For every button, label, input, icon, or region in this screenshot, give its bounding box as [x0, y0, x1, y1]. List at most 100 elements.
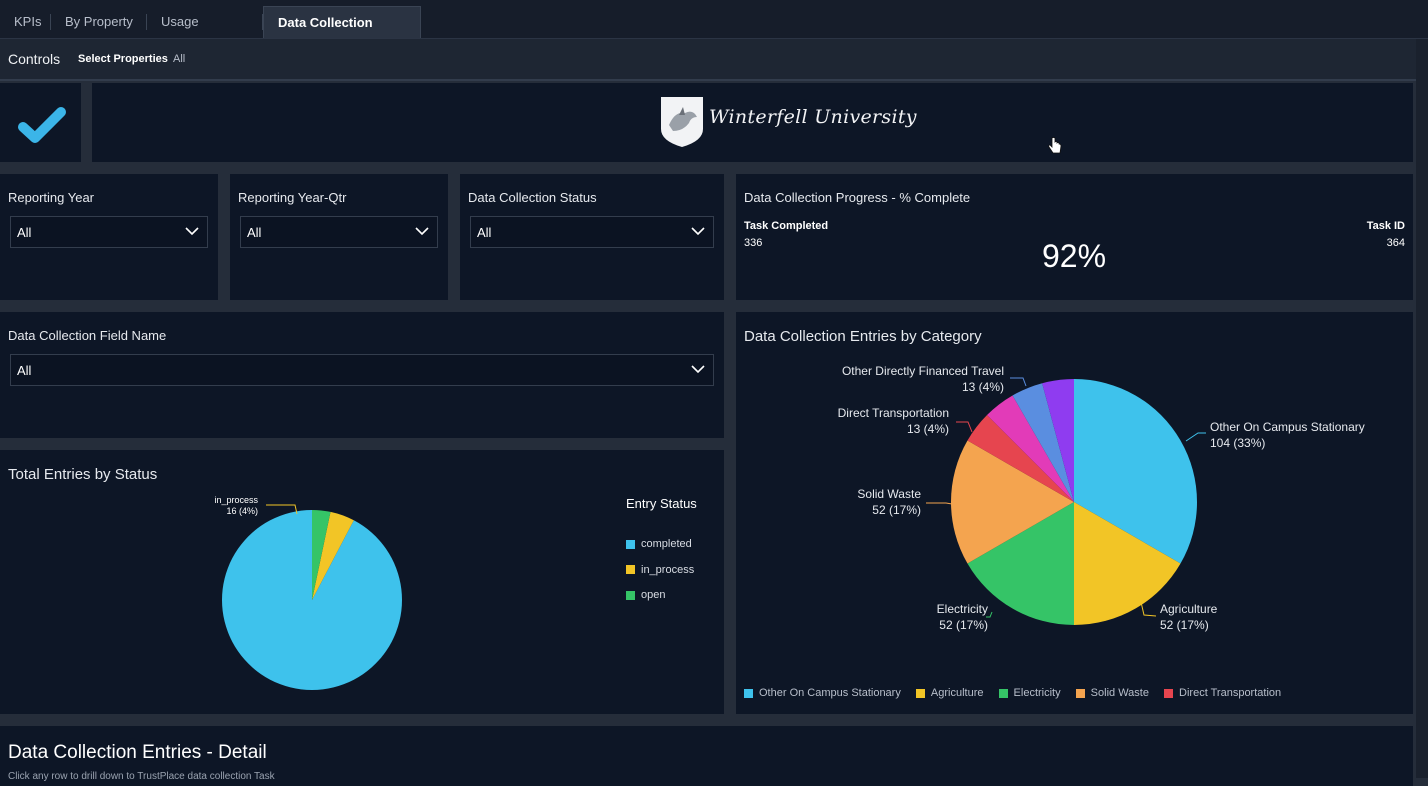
chevron-down-icon — [415, 227, 429, 236]
label-value: 52 (17%) — [939, 618, 988, 632]
label-name: Solid Waste — [857, 487, 921, 501]
category-slice-slice-5[interactable] — [987, 395, 1074, 502]
category-slice-other-on-campus-stationary[interactable] — [1074, 379, 1197, 564]
university-shield-logo — [661, 97, 703, 147]
dt-label: Direct Transportation 13 (4%) — [838, 405, 949, 437]
legend-item-solid-waste[interactable]: Solid Waste — [1075, 687, 1149, 699]
ocs-leader-line — [1185, 432, 1206, 442]
tab-kpis[interactable]: KPIs — [0, 6, 51, 38]
controls-bar: Controls Select Properties All — [0, 39, 1428, 81]
category-legend: Other On Campus Stationary Agriculture E… — [744, 687, 1281, 699]
select-value: All — [477, 225, 492, 240]
controls-title: Controls — [8, 51, 61, 67]
task-completed-value: 336 — [744, 237, 763, 249]
legend-label: Electricity — [1013, 687, 1061, 699]
select-value: All — [17, 363, 32, 378]
category-slice-direct-transportation[interactable] — [967, 415, 1074, 502]
category-chart-title: Data Collection Entries by Category — [744, 328, 982, 345]
status-slice-open[interactable] — [312, 510, 331, 600]
detail-title: Data Collection Entries - Detail — [8, 742, 267, 763]
field-name-panel: Data Collection Field Name All — [0, 312, 724, 438]
logo-panel: Winterfell University — [92, 83, 1413, 162]
tab-by-property[interactable]: By Property — [51, 6, 147, 38]
odft-label: Other Directly Financed Travel 13 (4%) — [842, 363, 1004, 395]
sw-label: Solid Waste 52 (17%) — [857, 486, 921, 518]
checkmark-icon — [18, 107, 66, 143]
select-properties-value[interactable]: All — [173, 53, 186, 65]
label-value: 13 (4%) — [906, 422, 949, 436]
tab-data-collection-entries[interactable]: Data Collection Entries — [263, 6, 421, 62]
reporting-year-label: Reporting Year — [8, 190, 95, 205]
legend-swatch — [998, 688, 1008, 698]
task-completed-label: Task Completed — [744, 220, 829, 232]
label-name: Electricity — [936, 602, 988, 616]
reporting-year-select[interactable]: All — [10, 216, 208, 248]
legend-label: Other On Campus Stationary — [759, 687, 901, 699]
label-value: 52 (17%) — [1160, 618, 1209, 632]
vertical-scrollbar[interactable] — [1416, 39, 1428, 778]
legend-swatch — [744, 688, 753, 698]
legend-item-direct-transportation[interactable]: Direct Transportation — [1164, 687, 1281, 699]
legend-item-agriculture[interactable]: Agriculture — [915, 687, 984, 699]
odft-leader-line — [1010, 377, 1027, 387]
ag-leader-line — [1140, 601, 1157, 617]
status-chart-panel: Total Entries by Status in_process 16 (4… — [0, 450, 724, 714]
reporting-year-qtr-panel: Reporting Year-Qtr All — [230, 174, 448, 300]
category-slice-slice-7[interactable] — [1042, 379, 1074, 502]
ag-label: Agriculture 52 (17%) — [1160, 601, 1217, 633]
status-chart-title: Total Entries by Status — [8, 466, 158, 483]
tab-label: KPIs — [14, 14, 42, 29]
chevron-down-icon — [185, 227, 199, 236]
select-value: All — [247, 225, 262, 240]
reporting-year-qtr-label: Reporting Year-Qtr — [238, 190, 347, 205]
category-slice-agriculture[interactable] — [1074, 502, 1181, 625]
legend-label: open — [641, 589, 666, 601]
tab-bar: KPIs By Property Usage Analytics Data Co… — [0, 0, 1428, 62]
callout-name: in_process — [214, 495, 258, 505]
el-label: Electricity 52 (17%) — [937, 601, 988, 633]
chevron-down-icon — [691, 365, 705, 374]
legend-item-in-process[interactable]: in_process — [626, 558, 694, 584]
reporting-year-panel: Reporting Year All — [0, 174, 218, 300]
status-pie-chart — [222, 504, 403, 690]
task-id-label: Task ID — [1366, 220, 1405, 232]
legend-swatch — [626, 539, 635, 549]
category-slice-solid-waste[interactable] — [951, 440, 1074, 564]
tab-label: By Property — [65, 14, 133, 29]
percent-complete: 92% — [1042, 238, 1107, 274]
legend-label: Agriculture — [930, 687, 984, 699]
tab-usage-analytics[interactable]: Usage Analytics — [147, 6, 263, 61]
status-legend: completed in_process open — [626, 532, 694, 609]
select-value: All — [17, 225, 32, 240]
label-name: Other Directly Financed Travel — [841, 364, 1004, 378]
data-collection-status-label: Data Collection Status — [468, 190, 597, 205]
status-slice-completed[interactable] — [222, 510, 403, 690]
legend-swatch — [915, 688, 925, 698]
field-name-label: Data Collection Field Name — [8, 328, 167, 343]
category-slice-other-directly-financed-travel[interactable] — [1012, 383, 1075, 502]
data-collection-status-select[interactable]: All — [470, 216, 714, 248]
category-slice-electricity[interactable] — [967, 502, 1074, 625]
reporting-year-qtr-select[interactable]: All — [240, 216, 438, 248]
legend-swatch — [1164, 688, 1174, 698]
in-process-callout: in_process 16 (4%) — [214, 495, 258, 517]
legend-item-electricity[interactable]: Electricity — [998, 687, 1061, 699]
el-leader-line — [986, 611, 993, 618]
label-value: 104 (33%) — [1210, 436, 1266, 450]
callout-value: 16 (4%) — [226, 506, 258, 516]
legend-item-ocs[interactable]: Other On Campus Stationary — [744, 687, 901, 699]
data-collection-status-panel: Data Collection Status All — [460, 174, 724, 300]
detail-panel: Data Collection Entries - Detail Click a… — [0, 726, 1413, 786]
progress-panel: Data Collection Progress - % Complete Ta… — [736, 174, 1413, 300]
select-properties-label[interactable]: Select Properties — [78, 53, 168, 65]
status-slice-in-process[interactable] — [312, 511, 354, 600]
field-name-select[interactable]: All — [10, 354, 714, 386]
label-value: 52 (17%) — [872, 503, 921, 517]
sw-leader-line — [926, 502, 953, 505]
legend-item-open[interactable]: open — [626, 583, 694, 609]
label-value: 13 (4%) — [961, 380, 1004, 394]
in-process-leader-line — [266, 504, 298, 515]
task-id-value: 364 — [1386, 237, 1405, 249]
legend-item-completed[interactable]: completed — [626, 532, 694, 558]
category-chart-panel: Data Collection Entries by Category Othe… — [736, 312, 1413, 714]
